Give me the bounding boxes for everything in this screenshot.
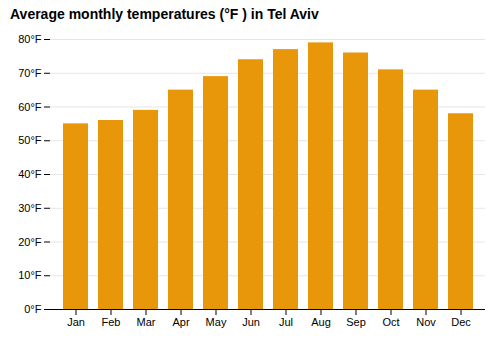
svg-text:May: May [206,316,227,328]
svg-text:Mar: Mar [137,316,156,328]
svg-text:50°F: 50°F [18,134,42,146]
svg-text:Apr: Apr [172,316,189,328]
svg-text:Oct: Oct [382,316,399,328]
svg-text:Jan: Jan [67,316,85,328]
svg-text:20°F: 20°F [18,236,42,248]
svg-text:Feb: Feb [102,316,121,328]
svg-text:Nov: Nov [416,316,436,328]
svg-text:Jul: Jul [279,316,293,328]
html-text:Average monthly temperatures (: Average monthly temperatures (°F ) in Te… [10,6,319,22]
svg-text:Dec: Dec [451,316,471,328]
svg-text:30°F: 30°F [18,202,42,214]
svg-text:Aug: Aug [311,316,331,328]
svg-text:Sep: Sep [346,316,366,328]
svg-text:0°F: 0°F [24,303,42,315]
svg-text:80°F: 80°F [18,33,42,45]
svg-text:70°F: 70°F [18,67,42,79]
svg-text:40°F: 40°F [18,168,42,180]
svg-text:10°F: 10°F [18,269,42,281]
svg-text:60°F: 60°F [18,101,42,113]
svg-text:Jun: Jun [242,316,260,328]
